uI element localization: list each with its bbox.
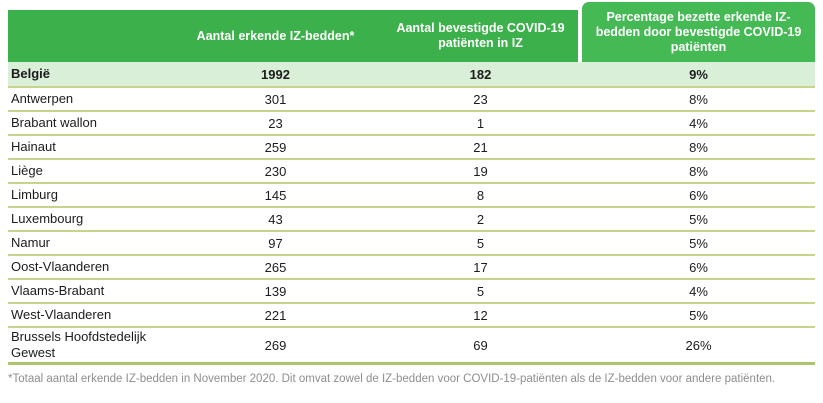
table-row: Limburg 145 8 6% [8, 184, 815, 208]
value-cell: 4% [689, 283, 708, 299]
region-name-cell: Antwerpen [11, 91, 74, 106]
value-cell: 139 [264, 283, 287, 299]
table-row: Vlaams-Brabant 139 5 4% [8, 280, 815, 304]
value-cell: 5 [476, 235, 485, 251]
value-cell: 23 [473, 91, 488, 107]
region-name-cell: België [11, 66, 51, 81]
header-bevestigde-covid-patienten: Aantal bevestigde COVID-19 patiënten in … [383, 10, 578, 62]
value-cell: 5% [689, 307, 708, 323]
value-cell: 5 [476, 283, 485, 299]
header-region-column [8, 10, 168, 62]
value-cell: 259 [264, 139, 287, 155]
value-cell: 145 [264, 187, 287, 203]
table-body: België 1992 182 9% Antwerpen 301 23 8% Brabant w… [8, 62, 815, 365]
value-cell: 2 [476, 211, 485, 227]
table-header-row: Aantal erkende IZ-bedden* Aantal bevesti… [8, 2, 815, 62]
region-name-cell: West-Vlaanderen [11, 307, 112, 322]
region-name-cell: Luxembourg [11, 211, 84, 226]
value-cell: 6% [689, 259, 708, 275]
value-cell: 9% [689, 66, 708, 82]
value-cell: 1 [476, 115, 485, 131]
table-row: Brabant wallon 23 1 4% [8, 112, 815, 136]
value-cell: 1992 [261, 66, 290, 82]
value-cell: 230 [264, 163, 287, 179]
value-cell: 21 [473, 139, 488, 155]
table-row: Luxembourg 43 2 5% [8, 208, 815, 232]
table-row: Antwerpen 301 23 8% [8, 88, 815, 112]
value-cell: 19 [473, 163, 488, 179]
value-cell: 43 [268, 211, 283, 227]
region-name-cell: Brabant wallon [11, 115, 97, 130]
region-name-cell: Brussels Hoofdstedelijk Gewest [11, 329, 147, 360]
footnote: *Totaal aantal erkende IZ-bedden in Nove… [8, 373, 776, 385]
value-cell: 301 [264, 91, 287, 107]
region-name-cell: Hainaut [11, 139, 56, 154]
value-cell: 4% [689, 115, 708, 131]
region-name-cell: Oost-Vlaanderen [11, 259, 110, 274]
header-percentage-bezette-bedden: Percentage bezette erkende IZ-bedden doo… [582, 2, 815, 62]
iz-beds-table: Aantal erkende IZ-bedden* Aantal bevesti… [8, 0, 815, 365]
value-cell: 5% [689, 211, 708, 227]
table-row-total-belgie: België 1992 182 9% [8, 62, 815, 88]
value-cell: 5% [689, 235, 708, 251]
region-name-cell: Liège [11, 163, 43, 178]
table-row: Oost-Vlaanderen 265 17 6% [8, 256, 815, 280]
table-row: Liège 230 19 8% [8, 160, 815, 184]
value-cell: 182 [469, 66, 492, 82]
value-cell: 12 [473, 307, 488, 323]
value-cell: 8% [689, 163, 708, 179]
value-cell: 265 [264, 259, 287, 275]
table-row: Brussels Hoofdstedelijk Gewest 269 69 26% [8, 328, 815, 365]
value-cell: 269 [264, 337, 287, 353]
value-cell: 221 [264, 307, 287, 323]
value-cell: 8% [689, 139, 708, 155]
value-cell: 6% [689, 187, 708, 203]
region-name-cell: Vlaams-Brabant [11, 283, 105, 298]
value-cell: 17 [473, 259, 488, 275]
table-row: West-Vlaanderen 221 12 5% [8, 304, 815, 328]
value-cell: 23 [268, 115, 283, 131]
region-name-cell: Limburg [11, 187, 58, 202]
region-name-cell: Namur [11, 235, 51, 250]
value-cell: 69 [473, 337, 488, 353]
value-cell: 8% [689, 91, 708, 107]
value-cell: 26% [685, 337, 712, 353]
table-row: Namur 97 5 5% [8, 232, 815, 256]
value-cell: 97 [268, 235, 283, 251]
value-cell: 8 [476, 187, 485, 203]
table-row: Hainaut 259 21 8% [8, 136, 815, 160]
header-erkende-iz-bedden: Aantal erkende IZ-bedden* [168, 10, 383, 62]
